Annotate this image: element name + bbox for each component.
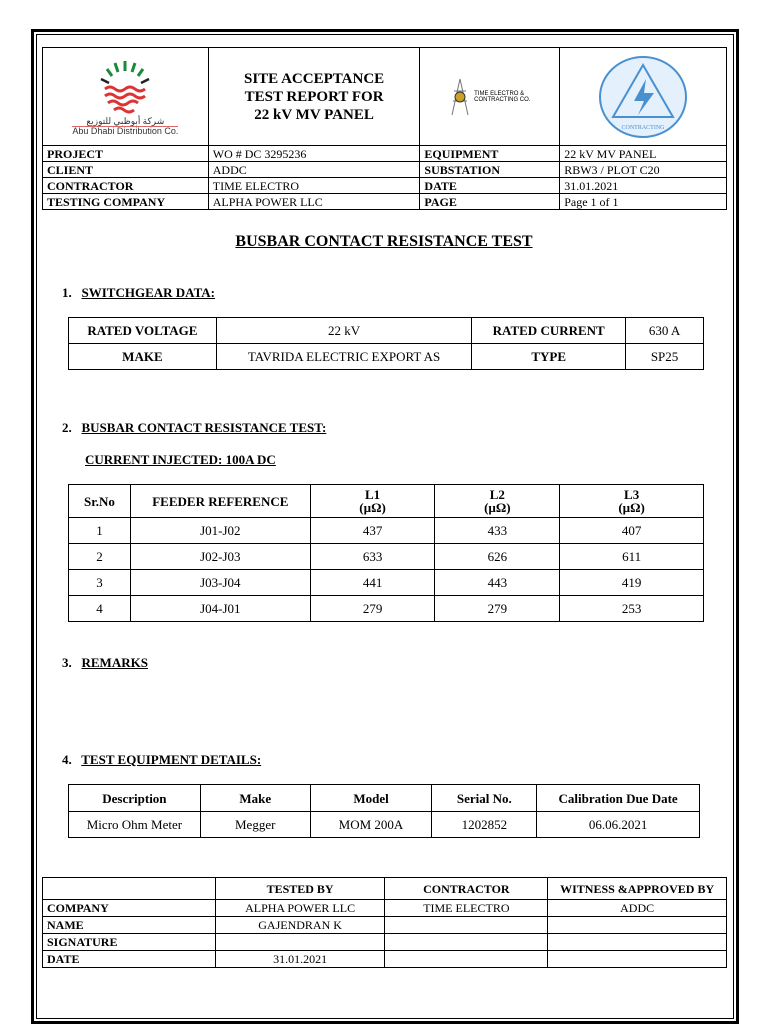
page-border-inner	[36, 34, 734, 1019]
table-cell: 3	[68, 569, 131, 596]
table-cell: 279	[434, 595, 561, 622]
table-cell: 2	[68, 543, 131, 570]
table-cell	[547, 950, 727, 968]
table-cell: NAME	[42, 916, 216, 934]
table-cell	[384, 933, 549, 951]
table-cell: GAJENDRAN K	[214, 916, 386, 934]
doc-title: BUSBAR CONTACT RESISTANCE TEST	[235, 233, 533, 250]
table-cell: 279	[309, 595, 436, 622]
time-electro-logo: TIME ELECTRO & CONTRACTING CO.	[419, 47, 561, 146]
section-4-heading: 4. TEST EQUIPMENT DETAILS:	[62, 752, 262, 767]
table-cell: SIGNATURE	[42, 933, 216, 951]
table-cell: 419	[559, 569, 704, 596]
table-cell	[384, 950, 549, 968]
header-row-client: CLIENT ADDC SUBSTATION RBW3 / PLOT C20	[42, 161, 727, 178]
signature-table: TESTED BY CONTRACTOR WITNESS &APPROVED BY …	[42, 877, 727, 968]
table-cell: 1	[68, 517, 131, 544]
table-cell: DATE	[42, 950, 216, 968]
table-cell	[384, 916, 549, 934]
section-2-heading: 2. BUSBAR CONTACT RESISTANCE TEST:	[62, 420, 327, 435]
table-cell: 633	[309, 543, 436, 570]
table-cell: 253	[559, 595, 704, 622]
table-cell: 433	[434, 517, 561, 544]
table-row: 3 J03-J04 441 443 419	[68, 569, 704, 596]
table-row: 2 J02-J03 633 626 611	[68, 543, 704, 570]
alpha-power-logo: CONTRACTING	[559, 47, 727, 146]
table-cell: 31.01.2021	[214, 950, 386, 968]
table-row: NAME GAJENDRAN K	[42, 916, 727, 934]
addc-logo: شركة أبوظبي للتوزيع Abu Dhabi Distributi…	[42, 47, 209, 146]
header-row-contractor: CONTRACTOR TIME ELECTRO DATE 31.01.2021	[42, 177, 727, 194]
header-table: شركة أبوظبي للتوزيع Abu Dhabi Distributi…	[42, 47, 727, 210]
table-cell: 437	[309, 517, 436, 544]
table-cell: 626	[434, 543, 561, 570]
table-cell	[547, 933, 727, 951]
table-cell: 4	[68, 595, 131, 622]
table-cell: ADDC	[547, 899, 727, 917]
table-cell: 407	[559, 517, 704, 544]
table-cell: 611	[559, 543, 704, 570]
table-cell	[214, 933, 386, 951]
table-cell	[547, 916, 727, 934]
table-cell: COMPANY	[42, 899, 216, 917]
header-row-project: PROJECT WO # DC 3295236 EQUIPMENT 22 kV MV …	[42, 145, 727, 162]
current-injected: CURRENT INJECTED: 100A DC	[85, 452, 276, 467]
table-cell: 443	[434, 569, 561, 596]
table-cell: J01-J02	[129, 517, 311, 544]
table-row: DATE 31.01.2021	[42, 950, 727, 968]
table-row: 4 J04-J01 279 279 253	[68, 595, 704, 622]
table-cell: ALPHA POWER LLC	[214, 899, 386, 917]
table-cell: 441	[309, 569, 436, 596]
svg-text:CONTRACTING: CONTRACTING	[622, 125, 666, 131]
table-cell: J03-J04	[129, 569, 311, 596]
header-row-testing: TESTING COMPANY ALPHA POWER LLC PAGE Page 1…	[42, 193, 727, 210]
report-title: SITE ACCEPTANCE TEST REPORT FOR 22 kV MV P…	[243, 70, 385, 123]
switchgear-table: RATED VOLTAGE 22 kV RATED CURRENT 630 A MAK…	[68, 317, 704, 370]
table-row: 1 J01-J02 437 433 407	[68, 517, 704, 544]
table-cell: TIME ELECTRO	[384, 899, 549, 917]
equipment-table: Description Make Model Serial No. Calibratio…	[68, 784, 700, 838]
table-cell: J02-J03	[129, 543, 311, 570]
table-cell: J04-J01	[129, 595, 311, 622]
section-1-heading: 1. SWITCHGEAR DATA:	[62, 285, 216, 300]
resistance-table: Sr.No FEEDER REFERENCE L1 (µΩ) L2 (µΩ) L3 (µ…	[68, 484, 704, 622]
page-border	[31, 29, 739, 1024]
table-row: COMPANY ALPHA POWER LLC TIME ELECTRO ADDC	[42, 899, 727, 917]
table-row: SIGNATURE	[42, 933, 727, 951]
section-3-heading: 3. REMARKS	[62, 655, 148, 670]
